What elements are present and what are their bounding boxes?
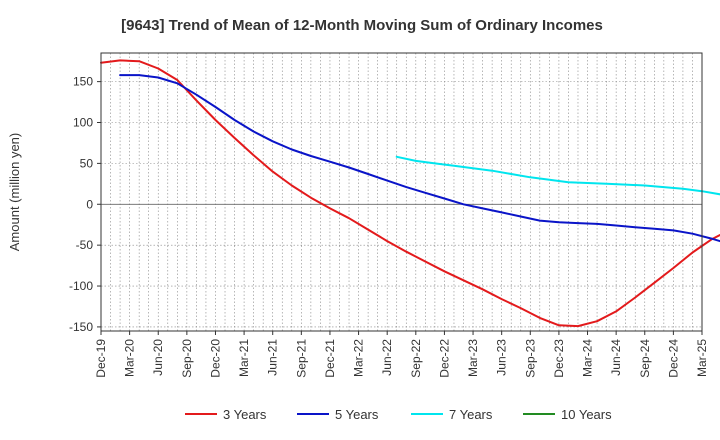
x-tick-label: Jun-22 <box>380 339 394 376</box>
series-line-7-years <box>395 155 720 196</box>
chart-title: [9643] Trend of Mean of 12-Month Moving … <box>121 17 603 34</box>
y-tick-label: -150 <box>69 320 93 334</box>
x-tick-label: Sep-23 <box>523 339 537 378</box>
x-tick-labels: Dec-19 Mar-20 Jun-20 Sep-20 Dec-20 Mar-21 Jun-… <box>94 331 709 378</box>
x-tick-label: Dec-23 <box>552 339 566 378</box>
x-tick-label: Dec-20 <box>208 339 222 378</box>
x-tick-label: Jun-20 <box>151 339 165 376</box>
x-tick-label: Sep-24 <box>638 339 652 378</box>
y-tick-label: 100 <box>73 116 93 130</box>
series-line-3-years <box>100 59 720 328</box>
x-tick-label: Sep-22 <box>409 339 423 378</box>
y-tick-label: 150 <box>73 75 93 89</box>
x-tick-label: Dec-24 <box>666 339 680 378</box>
y-tick-labels: 150 100 50 0 -50 -100 -150 <box>69 75 101 334</box>
x-tick-label: Jun-24 <box>609 339 623 376</box>
x-tick-label: Jun-23 <box>495 339 509 376</box>
x-tick-label: Dec-21 <box>323 339 337 378</box>
x-tick-label: Dec-22 <box>437 339 451 378</box>
x-tick-label: Sep-21 <box>294 339 308 378</box>
legend-label: 7 Years <box>449 407 493 422</box>
legend-label: 5 Years <box>335 407 379 422</box>
x-tick-label: Mar-20 <box>123 339 137 377</box>
x-tick-label: Jun-21 <box>266 339 280 376</box>
x-tick-label: Mar-23 <box>466 339 480 377</box>
y-tick-label: 50 <box>80 156 94 170</box>
x-tick-label: Mar-25 <box>695 339 709 377</box>
y-tick-label: -100 <box>69 279 93 293</box>
legend-label: 10 Years <box>561 407 612 422</box>
y-tick-label: -50 <box>76 238 94 252</box>
x-tick-label: Mar-22 <box>352 339 366 377</box>
legend: 3 Years 5 Years 7 Years 10 Years <box>185 407 612 422</box>
x-tick-label: Mar-21 <box>237 339 251 377</box>
plot-frame <box>100 52 703 332</box>
y-tick-label: 0 <box>86 197 93 211</box>
legend-label: 3 Years <box>223 407 267 422</box>
series-line-5-years <box>119 74 720 243</box>
x-tick-label: Dec-19 <box>94 339 108 378</box>
y-axis-label: Amount (million yen) <box>7 133 22 252</box>
series-layer <box>100 59 720 328</box>
x-tick-label: Mar-24 <box>581 339 595 377</box>
grid-lines <box>101 53 702 331</box>
x-tick-label: Sep-20 <box>180 339 194 378</box>
